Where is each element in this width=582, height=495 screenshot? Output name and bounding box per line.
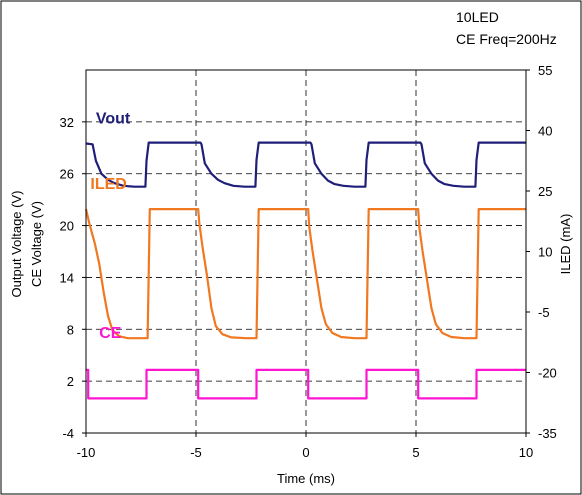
- series-layer: [84, 141, 526, 400]
- y-tick-label: -4: [62, 426, 74, 441]
- y-tick-label: 26: [60, 167, 74, 182]
- annotation-line-1: 10LED: [456, 9, 499, 25]
- series-line-ce: [86, 368, 526, 400]
- x-tick-label: 0: [302, 445, 309, 460]
- series-label-iled: ILED: [90, 176, 126, 193]
- y2-tick-label: -5: [538, 305, 550, 320]
- x-tick-label: 10: [519, 445, 533, 460]
- y-tick-label: 8: [67, 322, 74, 337]
- y-axis-label-ce-voltage: CE Voltage (V): [29, 201, 44, 287]
- y-tick-label: 2: [67, 374, 74, 389]
- annotation-line-2: CE Freq=200Hz: [456, 31, 557, 47]
- y-tick-label: 20: [60, 219, 74, 234]
- y-tick-label: 32: [60, 115, 74, 130]
- y2-tick-label: -20: [538, 366, 557, 381]
- series-labels: Vout ILED CE: [90, 111, 131, 342]
- y2-tick-label: 10: [538, 245, 552, 260]
- y2-tick-label: 55: [538, 63, 552, 78]
- x-tick-label: -5: [190, 445, 202, 460]
- y2-tick-label: 25: [538, 184, 552, 199]
- x-tick-label: 5: [412, 445, 419, 460]
- series-label-ce: CE: [99, 325, 122, 342]
- ticks: -10 -5 0 5 10 -4 2 8 14 20 26 32 -35 -20 -5 10 25 40 55: [60, 63, 557, 460]
- series-line-vout: [85, 141, 526, 188]
- y-tick-label: 14: [60, 270, 74, 285]
- y2-tick-label: -35: [538, 426, 557, 441]
- x-tick-label: -10: [77, 445, 96, 460]
- grid: [86, 70, 526, 433]
- x-axis-label: Time (ms): [277, 471, 335, 486]
- y2-tick-label: 40: [538, 124, 552, 139]
- series-line-iled: [84, 208, 526, 340]
- y2-axis-label: ILED (mA): [558, 214, 573, 275]
- y-axis-label-output-voltage: Output Voltage (V): [9, 191, 24, 298]
- series-label-vout: Vout: [96, 111, 131, 128]
